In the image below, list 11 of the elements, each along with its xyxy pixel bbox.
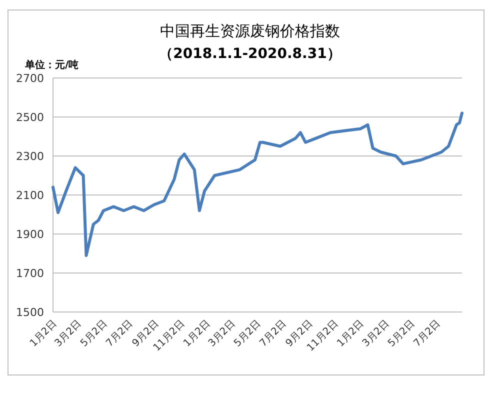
y-tick-label: 1500 xyxy=(16,306,44,319)
y-tick-label: 2500 xyxy=(16,111,44,124)
y-tick-label: 2100 xyxy=(16,189,44,202)
y-tick-label: 2700 xyxy=(16,72,44,85)
y-axis-title: 单位：元/吨 xyxy=(24,59,79,71)
y-tick-label: 1900 xyxy=(16,228,44,241)
line-series xyxy=(52,112,464,257)
y-tick-label: 2300 xyxy=(16,150,44,163)
chart-title: 中国再生资源废钢价格指数 xyxy=(160,22,340,40)
y-tick-label: 1700 xyxy=(16,267,44,280)
chart-subtitle: （2018.1.1-2020.8.31） xyxy=(159,46,341,62)
